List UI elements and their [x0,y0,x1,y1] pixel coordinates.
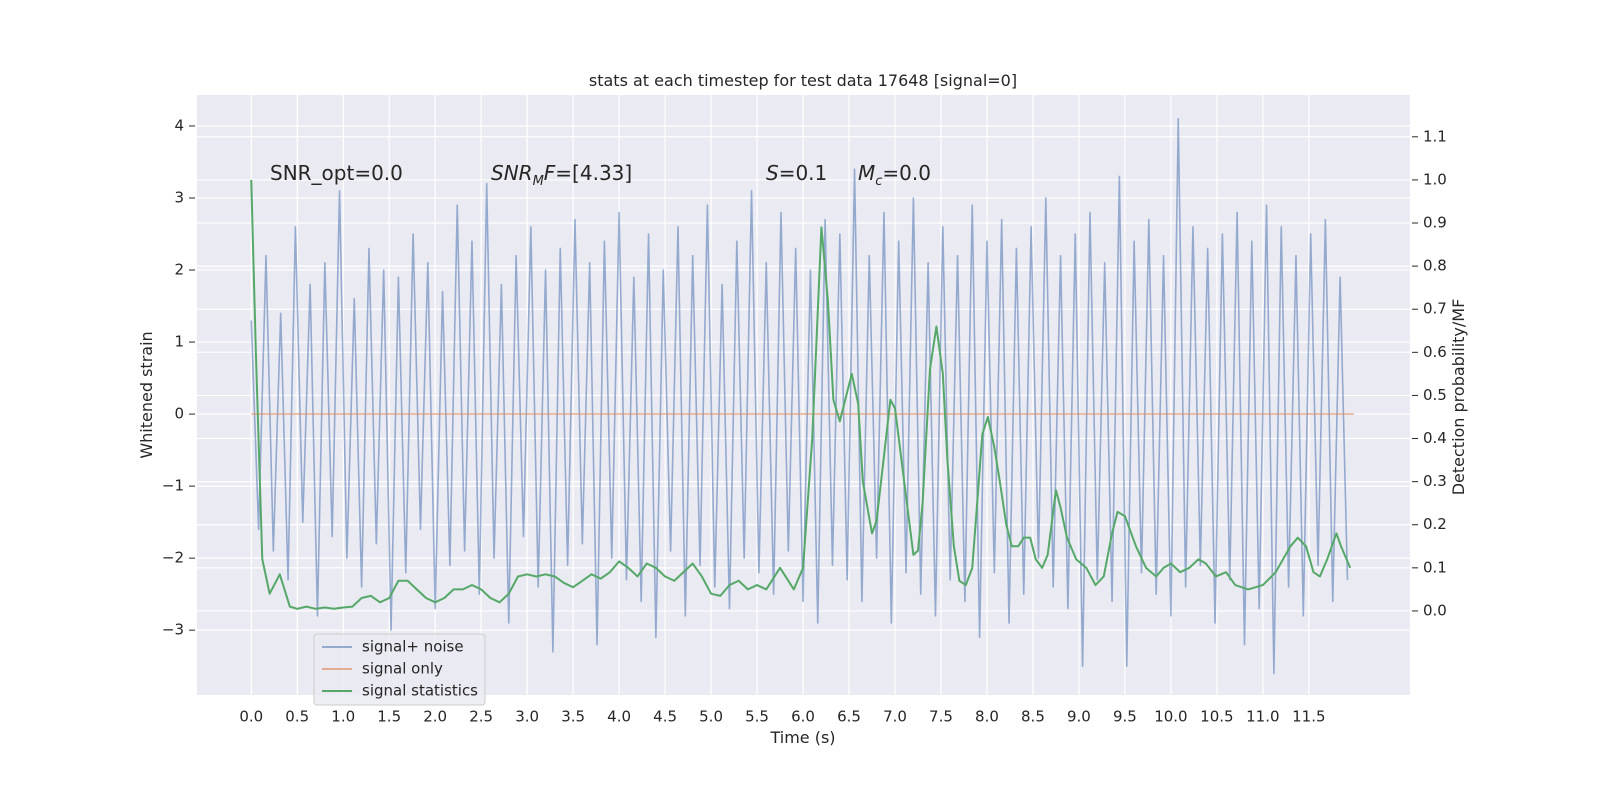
x-tick-label: 10.0 [1154,708,1187,726]
y-axis-label: Whitened strain [137,331,156,458]
x-tick-label: 4.5 [653,708,677,726]
annotation-part: M [858,161,875,185]
x-tick-label: 1.0 [331,708,355,726]
x-tick-label: 11.5 [1292,708,1325,726]
annotation: Mc=0.0 [858,161,931,189]
x-tick-label: 11.0 [1246,708,1279,726]
annotation-part: S [766,161,779,185]
x-tick-label: 5.5 [745,708,769,726]
x-tick-label: 2.5 [469,708,493,726]
legend-label: signal only [362,660,443,678]
y-tick-label: −3 [162,621,184,639]
y-tick-label: −2 [162,549,184,567]
y2-tick-label: 0.2 [1423,515,1447,533]
annotation-part: SNR_opt=0.0 [270,161,403,185]
x-tick-label: 5.0 [699,708,723,726]
legend-label: signal+ noise [362,638,464,656]
legend-box [313,633,486,706]
y2-tick-label: 0.5 [1423,386,1447,404]
x-tick-label: 6.0 [791,708,815,726]
y2-tick-label: 1.1 [1423,127,1447,145]
x-tick-label: 4.0 [607,708,631,726]
y2-tick-label: 1.0 [1423,170,1447,188]
annotation-part: SNR [491,161,533,185]
x-tick-label: 9.5 [1113,708,1137,726]
annotation-part: =[4.33] [555,161,632,185]
x-tick-label: 7.0 [883,708,907,726]
y2-tick-label: 0.6 [1423,343,1447,361]
x-tick-label: 1.5 [377,708,401,726]
y2-axis-label: Detection probability/MF [1449,299,1468,496]
x-tick-label: 9.0 [1067,708,1091,726]
annotation-part: M [533,174,544,189]
annotation-part: F [544,161,556,185]
x-tick-label: 8.0 [975,708,999,726]
x-axis-label: Time (s) [769,728,835,747]
annotation-part: =0.0 [882,161,931,185]
y2-tick-label: 0.9 [1423,214,1447,232]
y2-tick-label: 0.1 [1423,558,1447,576]
x-tick-label: 3.5 [561,708,585,726]
marks [250,117,1354,675]
chart-title: stats at each timestep for test data 176… [589,71,1017,90]
x-tick-label: 0.0 [239,708,263,726]
y2-tick-label: 0.8 [1423,257,1447,275]
y2-tick-label: 0.3 [1423,472,1447,490]
annotation-part: =0.1 [779,161,828,185]
annotation: SNRMF=[4.33] [491,161,632,189]
y-tick-label: 0 [174,405,184,423]
x-tick-label: 8.5 [1021,708,1045,726]
y2-tick-label: 0.0 [1423,601,1447,619]
y-tick-label: 2 [174,261,184,279]
x-tick-label: 3.0 [515,708,539,726]
x-tick-label: 7.5 [929,708,953,726]
legend-label: signal statistics [362,682,478,700]
x-tick-label: 2.0 [423,708,447,726]
annotation-part: c [875,174,882,189]
annotation: SNR_opt=0.0 [270,161,403,185]
series-line [250,179,1352,610]
y2-tick-label: 0.4 [1423,429,1447,447]
x-tick-label: 0.5 [285,708,309,726]
annotation: S=0.1 [766,161,827,185]
legend: signal+ noise signal only signal statistic… [313,633,486,706]
labels: 0.0 0.5 1.0 1.5 2.0 2.5 3.0 3.5 4.0 4.5 5.0 5.5 6.0 6… [162,116,1447,725]
series-line [250,117,1349,675]
y-tick-label: −1 [162,477,184,495]
y-tick-label: 3 [174,189,184,207]
y2-tick-label: 0.7 [1423,300,1447,318]
x-tick-label: 10.5 [1200,708,1233,726]
y-tick-label: 4 [174,116,184,134]
y-tick-label: 1 [174,333,184,351]
x-tick-label: 6.5 [837,708,861,726]
